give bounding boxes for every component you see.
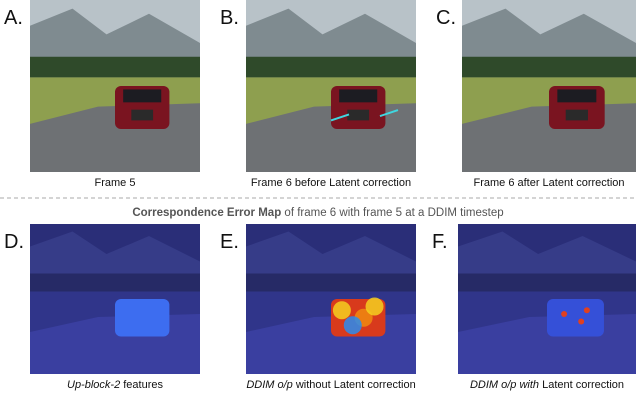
panel: D. Up-block-2 features bbox=[4, 224, 200, 391]
panel-label: F. bbox=[432, 231, 448, 253]
caption: DDIM o/p with Latent correction bbox=[470, 379, 624, 391]
caption-part: Frame 5 bbox=[95, 177, 136, 189]
windshield bbox=[557, 89, 596, 102]
windshield bbox=[339, 89, 377, 102]
windshield bbox=[123, 89, 161, 102]
error-blob bbox=[344, 316, 362, 334]
grille bbox=[131, 110, 153, 121]
caption: DDIM o/p without Latent correction bbox=[246, 379, 415, 391]
error-dot bbox=[578, 319, 584, 325]
caption-part: features bbox=[120, 379, 163, 391]
panel: E. DDIM o/p without Latent correction bbox=[220, 224, 416, 391]
panel-label: B. bbox=[220, 7, 239, 29]
caption-part: DDIM o/p bbox=[470, 379, 516, 391]
caption: Frame 6 after Latent correction bbox=[473, 177, 624, 189]
caption-part: without Latent correction bbox=[293, 379, 416, 391]
section-title: Correspondence Error Map of frame 6 with… bbox=[132, 207, 503, 219]
section-title-part: Correspondence Error Map bbox=[132, 207, 281, 219]
car bbox=[547, 299, 604, 337]
panel: C. Frame 6 after Latent correction bbox=[436, 0, 636, 189]
caption: Frame 5 bbox=[95, 177, 136, 189]
trees bbox=[30, 57, 200, 78]
car bbox=[115, 299, 169, 337]
grille bbox=[566, 110, 588, 121]
trees bbox=[458, 274, 636, 292]
caption-part: Latent correction bbox=[539, 379, 624, 391]
trees bbox=[30, 274, 200, 292]
panel-label: D. bbox=[4, 231, 24, 253]
trees bbox=[246, 274, 416, 292]
panel: B. Frame 6 before Latent correction bbox=[220, 0, 416, 189]
error-blob bbox=[333, 301, 351, 319]
error-dot bbox=[561, 311, 567, 317]
error-blob bbox=[366, 298, 384, 316]
panel-label: A. bbox=[4, 7, 23, 29]
caption-part: Frame 6 after Latent correction bbox=[473, 177, 624, 189]
panel-label: C. bbox=[436, 7, 456, 29]
caption-part: Up-block-2 bbox=[67, 379, 120, 391]
figure: A. Frame 5 B. Frame 6 before Latent correct… bbox=[0, 0, 636, 417]
panel: F. DDIM o/p with Latent correction bbox=[432, 224, 636, 391]
caption: Frame 6 before Latent correction bbox=[251, 177, 411, 189]
panel-label: E. bbox=[220, 231, 239, 253]
section-title-part: of frame 6 with frame 5 at a DDIM timest… bbox=[281, 207, 503, 219]
panel: A. Frame 5 bbox=[4, 0, 200, 189]
trees bbox=[462, 57, 636, 78]
error-dot bbox=[584, 307, 590, 313]
trees bbox=[246, 57, 416, 78]
caption-part: Frame 6 before Latent correction bbox=[251, 177, 411, 189]
caption-part: DDIM o/p bbox=[246, 379, 292, 391]
caption: Up-block-2 features bbox=[67, 379, 163, 391]
caption-part: with bbox=[519, 379, 539, 391]
grille bbox=[347, 110, 369, 121]
